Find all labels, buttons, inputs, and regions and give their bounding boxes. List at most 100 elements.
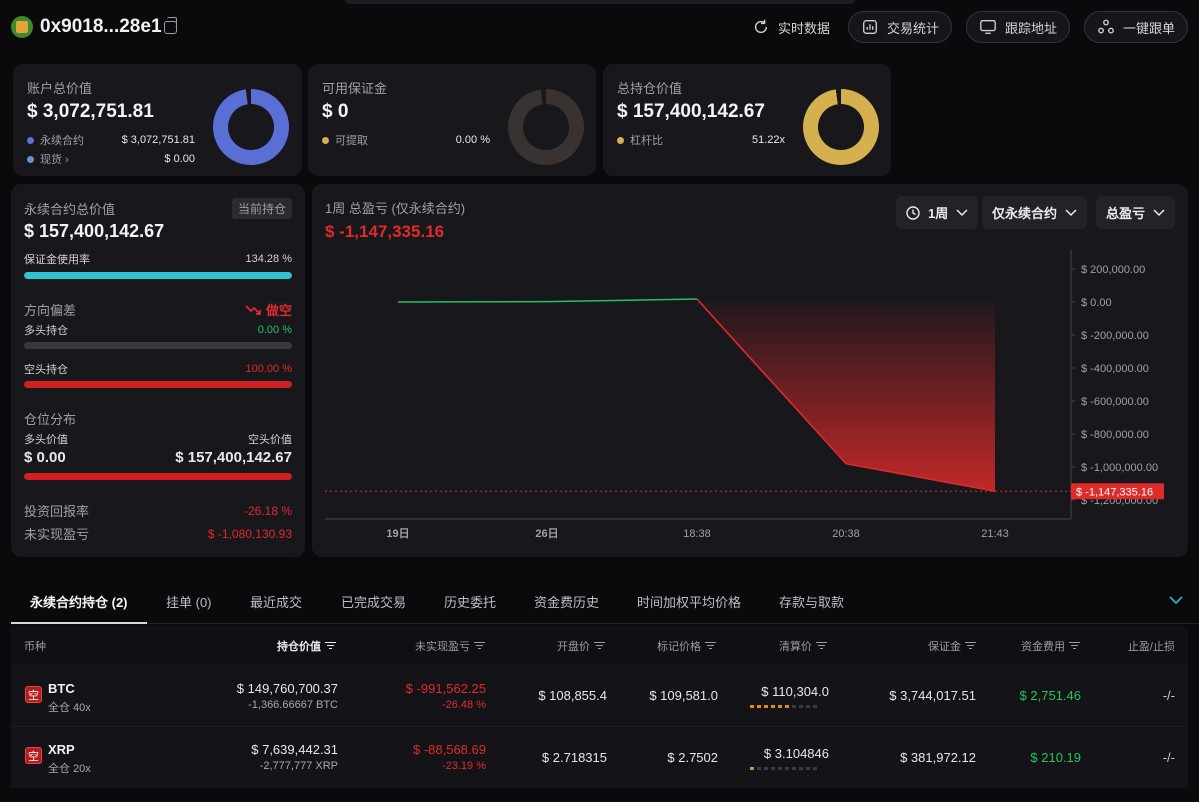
liq-risk-bar xyxy=(750,705,817,708)
chart-total-value: $ -1,147,335.16 xyxy=(325,222,445,241)
mark-price: $ 109,581.0 xyxy=(649,688,718,703)
chevron-down-icon xyxy=(1065,208,1077,216)
legend-withdrawable: 可提取 0.00 % xyxy=(322,132,490,148)
unrealized-pnl: $ -88,568.69 xyxy=(412,742,486,757)
tpsl[interactable]: -/- xyxy=(1162,688,1175,703)
margin-usage-label: 保证金使用率 xyxy=(24,254,90,266)
col-margin[interactable]: 保证金 xyxy=(928,638,976,654)
long-bar xyxy=(24,342,292,349)
direction-label: 方向偏差 xyxy=(24,303,77,318)
margin-mode: 全仓 20x xyxy=(48,763,91,775)
realtime-data-label: 实时数据 xyxy=(778,20,831,36)
bar-chart-icon xyxy=(863,20,877,34)
card-label: 账户总价值 xyxy=(27,81,93,96)
tab-completed-trades[interactable]: 已完成交易 xyxy=(341,595,407,610)
long-label: 多头持仓 xyxy=(24,325,68,337)
y-tick-label: $ -800,000.00 xyxy=(1081,429,1149,441)
col-mark-price[interactable]: 标记价格 xyxy=(657,638,716,654)
short-label: 空头持仓 xyxy=(24,364,68,376)
share-icon xyxy=(1098,19,1114,34)
col-tpsl: 止盈/止损 xyxy=(1127,641,1175,653)
card-label: 总持仓价值 xyxy=(617,81,683,96)
card-value: $ 0 xyxy=(322,101,349,122)
trade-stats-button[interactable]: 交易统计 xyxy=(848,11,953,43)
tab-recent-fills[interactable]: 最近成交 xyxy=(250,595,303,610)
entry-price: $ 2.718315 xyxy=(541,750,607,765)
table-row[interactable]: 空 BTC 全仓 40x $ 149,760,700.37 -1,366.666… xyxy=(11,664,1188,726)
tab-order-history[interactable]: 历史委托 xyxy=(444,595,497,610)
margin: $ 381,972.12 xyxy=(900,750,976,765)
period-dropdown[interactable]: 1周 xyxy=(896,196,979,229)
col-entry-price[interactable]: 开盘价 xyxy=(557,638,605,654)
collapse-chevron-icon[interactable] xyxy=(1169,596,1183,605)
legend-spot[interactable]: 现货 › $ 0.00 xyxy=(27,151,195,167)
y-tick-label: $ -200,000.00 xyxy=(1081,330,1149,342)
legend-value: 51.22x xyxy=(751,134,785,146)
legend-dot xyxy=(27,136,34,144)
margin-usage-fill xyxy=(24,272,292,279)
short-badge: 空 xyxy=(25,747,42,764)
position-value-card: 总持仓价值 $ 157,400,142.67 杠杆比 51.22x xyxy=(603,64,891,176)
legend-dot xyxy=(322,136,329,144)
card-label: 可用保证金 xyxy=(322,81,388,96)
tab-open-orders[interactable]: 挂单 (0) xyxy=(166,595,212,610)
perp-panel: 永续合约总价值 当前持仓 $ 157,400,142.67 保证金使用率 134… xyxy=(11,184,305,557)
x-tick-label: 19日 xyxy=(386,527,409,540)
scope-dropdown[interactable]: 仅永续合约 xyxy=(982,196,1088,229)
legend-value: $ 3,072,751.81 xyxy=(121,134,195,146)
track-address-label: 跟踪地址 xyxy=(1005,20,1058,36)
sort-icon xyxy=(325,642,336,650)
margin-donut xyxy=(508,89,584,165)
long-value-label: 多头价值 xyxy=(24,434,68,446)
period-label: 1周 xyxy=(928,206,949,221)
short-fill xyxy=(24,381,292,388)
sort-icon xyxy=(1069,642,1080,650)
metric-label: 总盈亏 xyxy=(1106,206,1146,221)
sort-icon xyxy=(965,642,976,650)
sort-icon xyxy=(474,642,485,650)
funding-fee: $ 2,751.46 xyxy=(1019,688,1081,703)
metric-dropdown[interactable]: 总盈亏 xyxy=(1096,196,1176,229)
unrealized-value: $ -1,080,130.93 xyxy=(207,526,292,541)
margin-usage-value: 134.28 % xyxy=(245,253,292,265)
card-value: $ 3,072,751.81 xyxy=(27,101,154,122)
tab-perp-positions[interactable]: 永续合约持仓 (2) xyxy=(30,595,128,610)
col-unrealized-pnl[interactable]: 未实现盈亏 xyxy=(415,638,485,654)
short-value-label: 空头价值 xyxy=(248,434,292,446)
copy-trade-button[interactable]: 一键跟单 xyxy=(1084,11,1189,43)
tab-deposits-withdrawals[interactable]: 存款与取款 xyxy=(779,595,845,610)
copy-icon[interactable] xyxy=(164,17,177,34)
table-row[interactable]: 空 XRP 全仓 20x $ 7,639,442.31 -2,777,777 X… xyxy=(11,726,1188,788)
trend-down-icon xyxy=(245,304,261,315)
position-size: -2,777,777 XRP xyxy=(259,760,338,772)
position-size: -1,366.66667 BTC xyxy=(248,699,338,711)
col-liq-price[interactable]: 清算价 xyxy=(779,638,827,654)
copy-trade-label: 一键跟单 xyxy=(1123,20,1176,36)
legend-dot xyxy=(27,155,34,163)
margin-usage-bar xyxy=(24,272,292,279)
scope-label: 仅永续合约 xyxy=(992,206,1058,221)
mark-price: $ 2.7502 xyxy=(667,750,718,765)
tab-twap[interactable]: 时间加权平均价格 xyxy=(637,595,742,610)
col-position-value[interactable]: 持仓价值 xyxy=(277,638,336,654)
track-address-button[interactable]: 跟踪地址 xyxy=(966,11,1071,43)
x-tick-label: 18:38 xyxy=(683,528,711,540)
entry-price: $ 108,855.4 xyxy=(538,688,607,703)
tpsl[interactable]: -/- xyxy=(1162,750,1175,765)
short-value-amount: $ 157,400,142.67 xyxy=(175,449,292,466)
realtime-data-button[interactable]: 实时数据 xyxy=(740,11,842,43)
negative-area xyxy=(697,302,995,492)
col-funding[interactable]: 资金费用 xyxy=(1021,638,1080,654)
chevron-down-icon xyxy=(1153,208,1165,216)
legend-value: $ 0.00 xyxy=(164,153,195,165)
direction-text: 做空 xyxy=(265,303,292,318)
current-position-badge[interactable]: 当前持仓 xyxy=(231,198,292,219)
margin: $ 3,744,017.51 xyxy=(889,688,976,703)
y-tick-label: $ 200,000.00 xyxy=(1081,264,1145,276)
tab-funding-history[interactable]: 资金费历史 xyxy=(534,595,600,610)
sort-icon xyxy=(594,642,605,650)
clock-icon xyxy=(906,205,920,220)
y-tick-label: $ -1,000,000.00 xyxy=(1081,462,1158,474)
distribution-label: 仓位分布 xyxy=(24,412,77,427)
